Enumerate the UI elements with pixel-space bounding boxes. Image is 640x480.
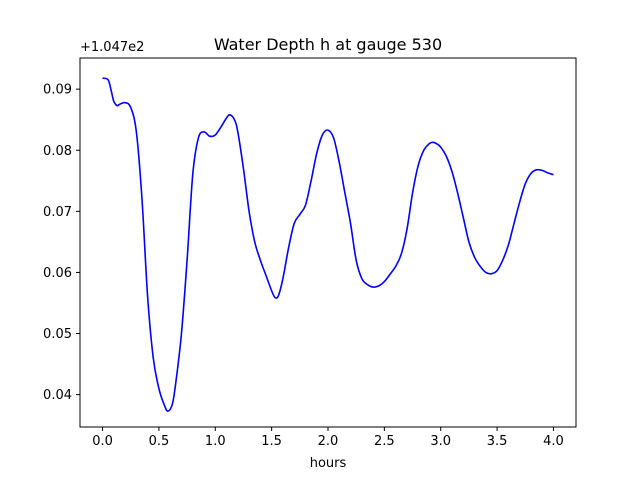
x-tick-label: 3.5 — [487, 434, 508, 449]
x-tick-label: 0.0 — [92, 434, 113, 449]
y-tick-label: 0.05 — [43, 327, 72, 342]
x-tick-label: 1.5 — [261, 434, 282, 449]
x-tick-label: 2.0 — [318, 434, 339, 449]
y-axis-ticks: 0.04 0.05 0.06 0.07 0.08 0.09 — [43, 83, 80, 403]
chart-title: Water Depth h at gauge 530 — [214, 35, 442, 54]
x-axis-label: hours — [310, 456, 347, 471]
y-tick-label: 0.06 — [43, 266, 72, 281]
x-axis-ticks: 0.0 0.5 1.0 1.5 2.0 2.5 3.0 3.5 4.0 — [92, 427, 564, 449]
x-tick-label: 1.0 — [205, 434, 226, 449]
axes-frame — [79, 57, 577, 428]
x-tick-label: 4.0 — [543, 434, 564, 449]
y-tick-label: 0.04 — [43, 388, 72, 403]
x-tick-label: 3.0 — [430, 434, 451, 449]
x-tick-label: 0.5 — [149, 434, 170, 449]
series-line — [102, 77, 554, 412]
y-axis-offset-label: +1.047e2 — [80, 40, 144, 55]
y-tick-label: 0.08 — [43, 144, 72, 159]
y-tick-label: 0.07 — [43, 205, 72, 220]
y-tick-label: 0.09 — [43, 83, 72, 98]
x-tick-label: 2.5 — [374, 434, 395, 449]
